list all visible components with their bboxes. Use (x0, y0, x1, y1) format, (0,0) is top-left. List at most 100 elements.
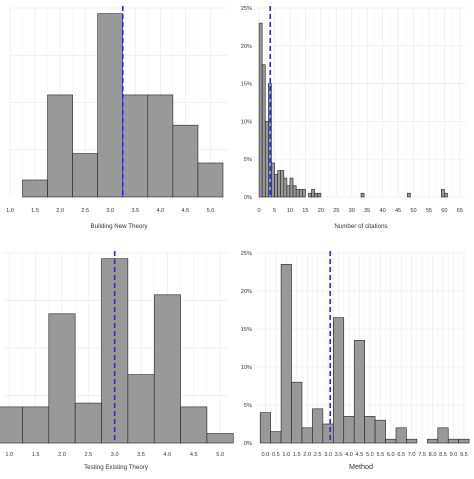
x-tick-label: 8.5 (439, 452, 447, 458)
x-tick-label: 8.0 (429, 452, 437, 458)
histogram-bar (47, 94, 73, 198)
histogram-bar (264, 121, 269, 198)
histogram-bar (197, 162, 224, 198)
x-tick-label: 35 (364, 208, 370, 214)
y-tick-label: 10% (241, 365, 252, 371)
y-tick-label: 20% (241, 44, 252, 50)
x-tick-label: 2.5 (81, 208, 89, 214)
panel-number-of-citations: 0 5 10 15 20 25 30 35 40 45 50 55 60 65 0% 5% 10% 15% 20% 2… (241, 6, 466, 230)
histogram-bar (440, 189, 445, 198)
histogram-bar (364, 416, 376, 444)
histogram-bar (286, 185, 291, 198)
x-axis-label: Building New Theory (91, 223, 149, 230)
x-tick-label: 1.5 (293, 452, 301, 458)
x-tick-label: 2.0 (56, 208, 64, 214)
histogram-bar (22, 406, 50, 444)
x-tick-label: 4.5 (356, 452, 364, 458)
x-tick-label: 5.0 (366, 452, 374, 458)
x-tick-label: 50 (410, 208, 416, 214)
histogram-bar (407, 192, 411, 198)
histogram-bar (258, 22, 263, 198)
x-tick-label: 0 (258, 208, 261, 214)
histogram-bar (172, 124, 199, 198)
histogram-bar (270, 431, 282, 444)
x-tick-label: 6.5 (397, 452, 405, 458)
histogram-bar (153, 294, 181, 444)
histogram-bar (292, 185, 297, 198)
x-axis-label: Testing Existing Theory (84, 464, 149, 471)
histogram-bar (259, 412, 271, 444)
histogram-bar (48, 313, 76, 444)
x-tick-label: 5.0 (207, 208, 215, 214)
histogram-bar (283, 177, 288, 198)
panel-building-new-theory: 1.0 1.5 2.0 2.5 3.0 3.5 4.0 4.5 5.0 Building New … (6, 6, 228, 230)
panel-method: 0.0 0.5 1.0 1.5 2.0 2.5 3.0 3.5 4.0 4.5 5.0 5.5 6.0 6… (241, 251, 470, 471)
histogram-bar (406, 438, 418, 444)
y-tick-label: 20% (241, 289, 252, 295)
histogram-bar (353, 340, 365, 444)
x-tick-label: 3.0 (111, 452, 119, 458)
x-tick-label: 65 (457, 208, 463, 214)
histogram-bar (291, 381, 303, 444)
x-tick-label: 7.5 (418, 452, 426, 458)
histogram-bar (427, 438, 439, 444)
x-tick-label: 1.5 (32, 452, 40, 458)
x-tick-label: 2.0 (58, 452, 66, 458)
x-tick-label: 3.5 (131, 208, 139, 214)
histogram-bar (374, 419, 386, 444)
histogram-bar (147, 94, 174, 198)
histogram-bar (311, 189, 315, 198)
y-tick-label: 5% (244, 403, 252, 409)
histogram-bar (122, 94, 149, 198)
x-tick-label: 55 (426, 208, 432, 214)
histogram-bar (437, 427, 449, 444)
histogram-bar (317, 192, 322, 198)
histogram-bar (72, 153, 99, 198)
x-tick-label: 15 (302, 208, 308, 214)
x-tick-label: 4.0 (163, 452, 171, 458)
histogram-bar (271, 162, 275, 198)
y-tick-label: 15% (241, 327, 252, 333)
histogram-bar (280, 170, 285, 198)
histogram-bar (314, 192, 319, 198)
x-tick-label: 7.0 (408, 452, 416, 458)
x-tick-label: 2.5 (314, 452, 322, 458)
histogram-bar (289, 177, 294, 198)
histogram-bar (268, 83, 272, 198)
x-tick-label: 3.5 (137, 452, 145, 458)
x-tick-label: 30 (349, 208, 355, 214)
x-tick-label: 1.0 (282, 452, 290, 458)
x-tick-label: 0.5 (272, 452, 280, 458)
y-tick-label: 0% (244, 441, 252, 447)
x-axis-label: Number of citations (334, 223, 387, 230)
x-tick-label: 40 (380, 208, 386, 214)
x-tick-label: 6.0 (387, 452, 395, 458)
histogram-bar (458, 438, 470, 444)
y-tick-label: 0% (244, 195, 252, 201)
x-tick-label: 3.5 (335, 452, 343, 458)
x-tick-label: 4.0 (345, 452, 353, 458)
y-tick-label: 10% (241, 119, 252, 125)
x-tick-label: 9.0 (450, 452, 458, 458)
histogram-bar (447, 438, 459, 444)
histogram-bar (0, 406, 23, 444)
histogram-bar (206, 433, 234, 444)
histogram-bar (274, 174, 278, 198)
x-tick-label: 5.0 (216, 452, 224, 458)
histogram-bar (322, 423, 334, 444)
histogram-bar (301, 427, 313, 444)
x-tick-label: 1.0 (6, 208, 14, 214)
histogram-bar (127, 374, 155, 444)
x-tick-label: 60 (441, 208, 447, 214)
histogram-bar (343, 416, 355, 444)
x-tick-label: 5 (273, 208, 276, 214)
x-tick-label: 2.5 (84, 452, 92, 458)
histogram-bar (97, 13, 124, 198)
x-tick-label: 3.0 (324, 452, 332, 458)
histogram-bar (312, 408, 324, 444)
x-tick-label: 3.0 (106, 208, 114, 214)
x-tick-label: 20 (318, 208, 324, 214)
histogram-bar (298, 189, 303, 198)
histogram-bar (277, 170, 282, 198)
